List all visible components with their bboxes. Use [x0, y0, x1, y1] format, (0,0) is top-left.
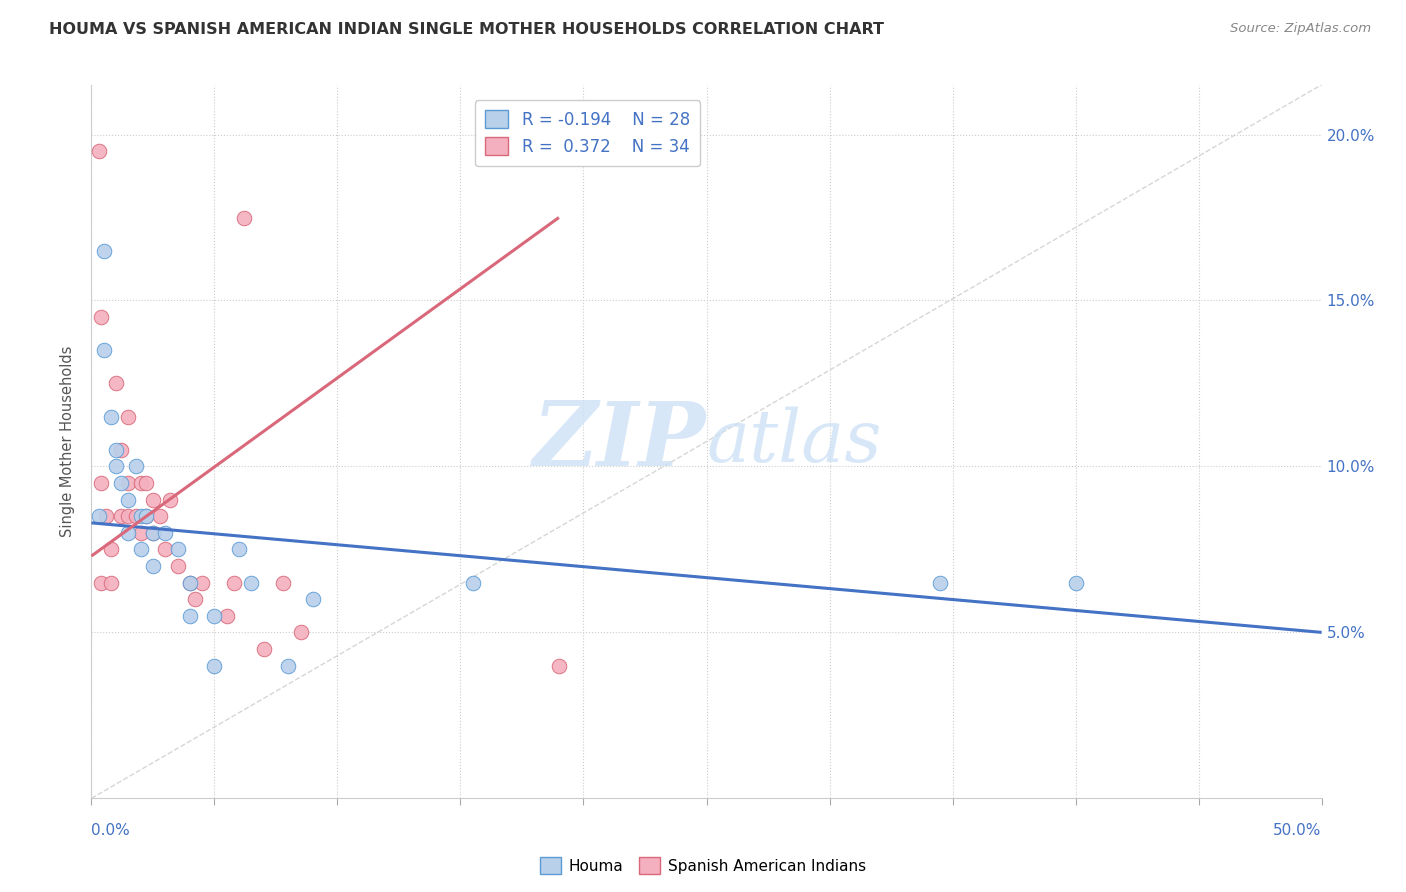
Point — [301, 592, 323, 607]
Point — [142, 525, 165, 540]
Point — [253, 642, 276, 657]
Point — [100, 575, 122, 590]
Text: atlas: atlas — [706, 406, 882, 477]
Point — [202, 658, 225, 673]
Point — [117, 476, 139, 491]
Point — [222, 575, 246, 590]
Legend: Houma, Spanish American Indians: Houma, Spanish American Indians — [534, 851, 872, 880]
Point — [191, 575, 214, 590]
Point — [142, 492, 165, 507]
Point — [153, 525, 177, 540]
Point — [129, 525, 152, 540]
Y-axis label: Single Mother Households: Single Mother Households — [60, 346, 76, 537]
Point — [153, 542, 177, 557]
Point — [290, 625, 312, 640]
Point — [129, 509, 152, 524]
Point — [124, 459, 146, 474]
Point — [90, 310, 112, 324]
Point — [93, 244, 115, 258]
Point — [93, 343, 115, 358]
Point — [929, 575, 952, 590]
Legend: R = -0.194    N = 28, R =  0.372    N = 34: R = -0.194 N = 28, R = 0.372 N = 34 — [475, 100, 700, 166]
Point — [117, 525, 139, 540]
Text: Source: ZipAtlas.com: Source: ZipAtlas.com — [1230, 22, 1371, 36]
Point — [124, 509, 146, 524]
Point — [100, 409, 122, 424]
Point — [179, 608, 201, 623]
Text: 50.0%: 50.0% — [1274, 823, 1322, 838]
Point — [110, 476, 132, 491]
Text: HOUMA VS SPANISH AMERICAN INDIAN SINGLE MOTHER HOUSEHOLDS CORRELATION CHART: HOUMA VS SPANISH AMERICAN INDIAN SINGLE … — [49, 22, 884, 37]
Point — [228, 542, 250, 557]
Point — [117, 409, 139, 424]
Point — [166, 542, 188, 557]
Text: ZIP: ZIP — [533, 399, 706, 484]
Point — [105, 376, 127, 391]
Point — [105, 442, 127, 457]
Point — [159, 492, 181, 507]
Point — [135, 509, 156, 524]
Point — [179, 575, 201, 590]
Point — [547, 658, 569, 673]
Point — [100, 542, 122, 557]
Point — [87, 144, 110, 158]
Point — [135, 509, 156, 524]
Point — [135, 476, 156, 491]
Text: 0.0%: 0.0% — [91, 823, 131, 838]
Point — [232, 211, 256, 225]
Point — [87, 509, 110, 524]
Point — [117, 492, 139, 507]
Point — [215, 608, 238, 623]
Point — [179, 575, 201, 590]
Point — [277, 658, 299, 673]
Point — [117, 509, 139, 524]
Point — [110, 442, 132, 457]
Point — [129, 476, 152, 491]
Point — [461, 575, 484, 590]
Point — [142, 525, 165, 540]
Point — [271, 575, 295, 590]
Point — [1064, 575, 1087, 590]
Point — [149, 509, 172, 524]
Point — [105, 459, 127, 474]
Point — [90, 575, 112, 590]
Point — [142, 559, 165, 574]
Point — [240, 575, 263, 590]
Point — [90, 476, 112, 491]
Point — [96, 509, 117, 524]
Point — [183, 592, 207, 607]
Point — [202, 608, 225, 623]
Point — [129, 542, 152, 557]
Point — [110, 509, 132, 524]
Point — [166, 559, 188, 574]
